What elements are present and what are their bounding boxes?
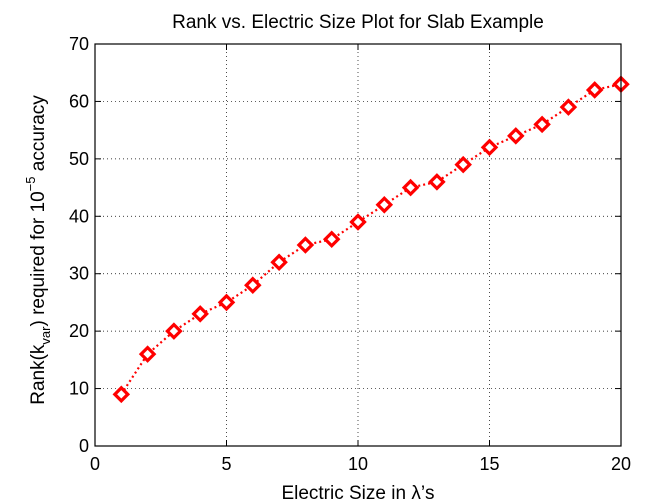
x-axis-label-suffix: ’s — [421, 483, 435, 504]
y-tick-label: 40 — [69, 206, 89, 226]
y-tick-label: 50 — [69, 149, 89, 169]
x-tick-label: 5 — [221, 454, 231, 474]
y-axis-label: Rank(kvar) required for 10−5 accuracy — [23, 95, 53, 405]
x-axis-label-prefix: Electric Size in — [281, 483, 411, 504]
y-tick-label: 20 — [69, 321, 89, 341]
x-tick-label: 20 — [611, 454, 631, 474]
x-tick-label: 10 — [348, 454, 368, 474]
x-axis-label-symbol: λ — [411, 483, 421, 504]
x-tick-label: 15 — [479, 454, 499, 474]
chart-title: Rank vs. Electric Size Plot for Slab Exa… — [172, 12, 544, 33]
y-axis-label-subscript: var — [38, 326, 53, 345]
plot-area: 0 5 10 15 20 0 10 20 30 40 50 60 70 — [69, 34, 631, 474]
y-tick-label: 60 — [69, 91, 89, 111]
y-axis-label-superscript: −5 — [23, 177, 38, 192]
y-axis-label-part1: Rank(k — [28, 344, 49, 405]
x-axis-label: Electric Size in λ’s — [281, 483, 434, 504]
x-tick-label: 0 — [90, 454, 100, 474]
y-tick-label: 10 — [69, 379, 89, 399]
y-tick-label: 30 — [69, 264, 89, 284]
y-axis-label-part3: accuracy — [28, 95, 49, 177]
y-tick-label: 70 — [69, 34, 89, 54]
y-tick-label: 0 — [79, 436, 89, 456]
y-axis-label-part2: ) required for 10 — [28, 191, 49, 326]
